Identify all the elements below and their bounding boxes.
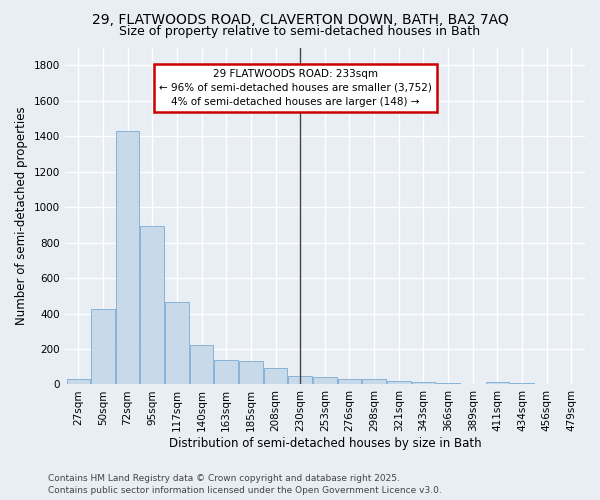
Bar: [91, 309, 115, 384]
Text: Size of property relative to semi-detached houses in Bath: Size of property relative to semi-detach…: [119, 25, 481, 38]
Bar: [436, 382, 460, 384]
Bar: [116, 131, 139, 384]
Bar: [190, 344, 213, 385]
Bar: [264, 368, 287, 384]
Bar: [362, 380, 386, 384]
Text: 29 FLATWOODS ROAD: 233sqm
← 96% of semi-detached houses are smaller (3,752)
4% o: 29 FLATWOODS ROAD: 233sqm ← 96% of semi-…: [159, 69, 431, 107]
Bar: [313, 378, 337, 384]
Bar: [214, 360, 238, 384]
Text: Contains HM Land Registry data © Crown copyright and database right 2025.
Contai: Contains HM Land Registry data © Crown c…: [48, 474, 442, 495]
Bar: [289, 376, 312, 384]
X-axis label: Distribution of semi-detached houses by size in Bath: Distribution of semi-detached houses by …: [169, 437, 481, 450]
Text: 29, FLATWOODS ROAD, CLAVERTON DOWN, BATH, BA2 7AQ: 29, FLATWOODS ROAD, CLAVERTON DOWN, BATH…: [92, 12, 508, 26]
Bar: [239, 362, 263, 384]
Bar: [486, 382, 509, 384]
Bar: [511, 383, 534, 384]
Bar: [140, 226, 164, 384]
Bar: [387, 381, 410, 384]
Y-axis label: Number of semi-detached properties: Number of semi-detached properties: [15, 106, 28, 326]
Bar: [338, 379, 361, 384]
Bar: [412, 382, 435, 384]
Bar: [67, 379, 90, 384]
Bar: [165, 302, 188, 384]
